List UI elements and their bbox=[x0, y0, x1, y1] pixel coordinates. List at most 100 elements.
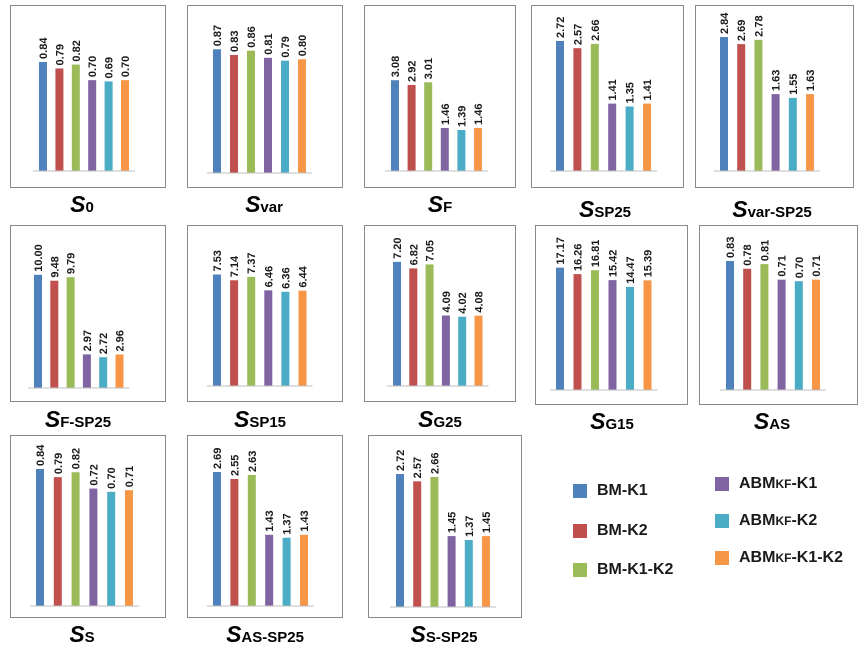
chart-title-subscript: G25 bbox=[433, 414, 462, 431]
data-label: 1.35 bbox=[625, 82, 637, 103]
bar bbox=[430, 476, 439, 607]
data-label: 0.79 bbox=[280, 36, 292, 57]
legend-item-bm-k1-k2: BM-K1-K2 bbox=[573, 561, 673, 579]
chart-title-symbol: S bbox=[69, 621, 85, 647]
data-label: 9.48 bbox=[49, 256, 61, 277]
chart-title-subscript: var-SP25 bbox=[747, 204, 812, 221]
chart-title-symbol: S bbox=[732, 196, 748, 222]
data-label: 10.00 bbox=[33, 244, 45, 272]
data-label: 7.20 bbox=[392, 237, 404, 258]
chart-panel: 0.83 0.78 0.81 0.71 0.70 0.71 bbox=[699, 225, 858, 405]
bar bbox=[608, 103, 617, 171]
bar bbox=[608, 280, 617, 390]
data-label: 16.26 bbox=[573, 244, 585, 272]
chart-title-symbol: S bbox=[245, 191, 261, 217]
bar-chart: 3.08 2.92 3.01 1.46 1.39 1.46 bbox=[385, 56, 488, 172]
bar bbox=[591, 270, 599, 390]
bar bbox=[121, 80, 129, 171]
bar bbox=[424, 82, 433, 171]
legend-label: BM-K1 bbox=[597, 482, 648, 499]
chart-title-subscript: AS bbox=[769, 416, 791, 433]
bar bbox=[760, 264, 769, 390]
data-label: 2.55 bbox=[229, 455, 241, 476]
bar bbox=[53, 477, 62, 606]
data-label: 0.82 bbox=[71, 448, 83, 469]
bar bbox=[464, 540, 473, 607]
data-label: 7.37 bbox=[246, 252, 258, 273]
data-label: 1.41 bbox=[607, 79, 619, 100]
bar bbox=[590, 43, 599, 171]
legend-item-bm-k2: BM-K2 bbox=[573, 522, 648, 540]
bar bbox=[281, 291, 290, 386]
bar bbox=[573, 274, 582, 390]
bar bbox=[573, 48, 582, 172]
data-label: 9.79 bbox=[66, 253, 78, 274]
bar bbox=[66, 277, 75, 388]
data-label: 4.08 bbox=[474, 291, 486, 312]
bar bbox=[396, 474, 404, 607]
data-label: 7.05 bbox=[425, 240, 437, 261]
data-label: 1.63 bbox=[771, 70, 783, 91]
bar bbox=[409, 268, 418, 386]
data-label: 3.01 bbox=[423, 58, 435, 79]
bar bbox=[50, 280, 59, 388]
bar bbox=[55, 68, 64, 171]
chart-title-subscript: var bbox=[260, 199, 283, 216]
bar bbox=[482, 536, 490, 607]
data-label: 0.69 bbox=[104, 57, 116, 78]
data-label: 0.79 bbox=[54, 44, 66, 65]
chart-title-subscript: AS-SP25 bbox=[241, 629, 304, 646]
chart-title-subscript: SP25 bbox=[594, 204, 632, 221]
data-label: 2.92 bbox=[407, 61, 419, 82]
chart-title-subscript: 0 bbox=[85, 199, 94, 216]
bar bbox=[391, 80, 399, 171]
data-label: 2.69 bbox=[212, 448, 224, 469]
chart-title-subscript: SP15 bbox=[249, 414, 287, 431]
bar bbox=[89, 488, 98, 606]
bar bbox=[230, 280, 239, 386]
chart-title-subscript: F-SP25 bbox=[60, 414, 112, 431]
data-label: 2.69 bbox=[736, 20, 748, 41]
chart-title-subscript: S bbox=[84, 629, 95, 646]
chart-panel: 0.84 0.79 0.82 0.72 0.70 0.71 bbox=[10, 435, 166, 618]
bar bbox=[794, 281, 803, 390]
chart-title-subscript: F bbox=[443, 199, 453, 216]
data-label: 2.57 bbox=[412, 457, 424, 478]
bar-chart: 2.72 2.57 2.66 1.41 1.35 1.41 bbox=[550, 17, 657, 172]
bar-chart: 17.17 16.26 16.81 15.42 14.47 15.39 bbox=[550, 237, 658, 391]
bar bbox=[247, 474, 256, 606]
bar bbox=[812, 279, 820, 390]
bar bbox=[737, 44, 746, 171]
bar bbox=[281, 60, 289, 174]
data-label: 2.66 bbox=[590, 19, 602, 40]
bar bbox=[447, 536, 456, 607]
bar bbox=[726, 261, 734, 390]
chart-panel: 0.84 0.79 0.82 0.70 0.69 0.70 bbox=[10, 5, 166, 188]
chart-title: SG15 bbox=[542, 408, 682, 435]
data-label: 0.70 bbox=[120, 56, 132, 77]
bar bbox=[230, 478, 239, 606]
bar bbox=[115, 354, 124, 388]
legend-item-abmkf-k1-k2: ABMKF-K1-K2 bbox=[715, 549, 843, 567]
chart-title: SSP15 bbox=[190, 406, 330, 433]
chart-title-symbol: S bbox=[578, 196, 595, 222]
legend-label: BM-K1-K2 bbox=[597, 561, 674, 578]
chart-title-symbol: S bbox=[70, 191, 86, 217]
chart-title: Svar bbox=[194, 191, 334, 218]
legend-label: ABMKF-K2 bbox=[739, 512, 818, 529]
data-label: 0.70 bbox=[106, 467, 118, 488]
legend-item-abmkf-k2: ABMKF-K2 bbox=[715, 512, 817, 530]
bar bbox=[806, 94, 814, 171]
data-label: 2.72 bbox=[98, 333, 110, 354]
bar bbox=[230, 54, 238, 174]
bar bbox=[264, 57, 272, 173]
bar bbox=[213, 49, 221, 174]
data-label: 2.72 bbox=[555, 17, 567, 38]
bar bbox=[247, 50, 255, 173]
chart-title-symbol: S bbox=[590, 408, 606, 434]
legend-label: BM-K2 bbox=[597, 522, 648, 539]
bar-chart: 7.20 6.82 7.05 4.09 4.02 4.08 bbox=[387, 237, 489, 387]
data-label: 0.78 bbox=[742, 244, 754, 265]
legend-swatch bbox=[573, 484, 587, 498]
chart-panel: 7.20 6.82 7.05 4.09 4.02 4.08 bbox=[364, 225, 516, 402]
